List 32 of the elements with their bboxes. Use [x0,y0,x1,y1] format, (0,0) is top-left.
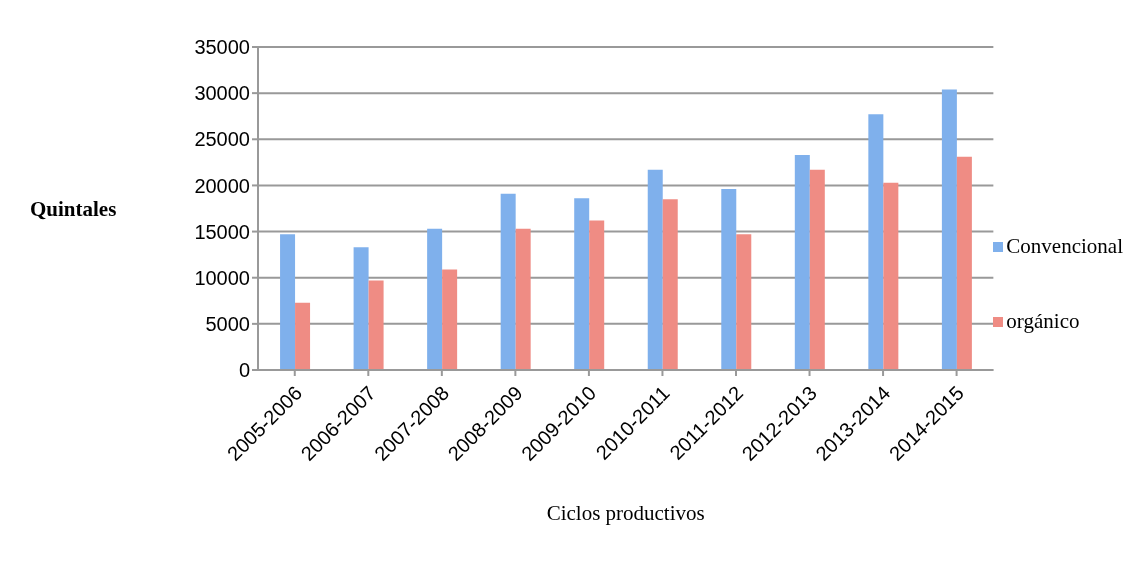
bar [941,89,957,370]
bar [809,169,825,370]
bar [721,189,737,370]
bar [589,220,605,370]
bar [883,182,899,370]
bar [574,198,590,370]
y-tick-label: 30000 [194,82,250,105]
y-tick-label: 15000 [194,220,250,243]
bar [868,114,884,370]
bar [956,156,972,370]
y-tick-label: 0 [238,359,250,382]
bar [500,193,516,370]
legend-label: Convencional [1005,234,1123,259]
bar [647,169,663,370]
bar [368,280,384,370]
bar [442,269,458,370]
y-tick-label: 25000 [194,128,250,151]
bar [280,234,296,370]
bar [353,247,369,370]
legend-label: orgánico [1005,309,1081,334]
bar [515,228,531,370]
y-tick-label: 20000 [194,174,250,197]
x-axis-title: Ciclos productivos [546,501,705,525]
bar [662,199,678,370]
bar [794,154,810,370]
bar [295,302,311,370]
bar [427,228,443,370]
y-tick-label: 35000 [194,36,250,59]
y-axis-title: Quintales [30,196,117,221]
y-tick-label: 5000 [205,312,250,335]
bar [736,234,752,370]
y-tick-label: 10000 [194,266,250,289]
